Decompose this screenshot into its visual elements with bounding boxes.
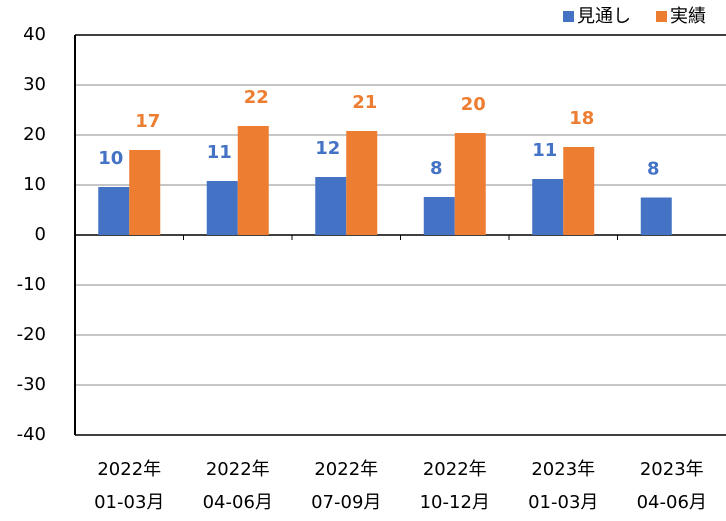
data-label: 11 xyxy=(207,142,232,163)
x-tick-label: 2023年 xyxy=(531,459,595,480)
x-tick-label: 2022年 xyxy=(97,459,161,480)
y-tick-label: -10 xyxy=(17,274,46,295)
legend-swatch xyxy=(563,11,574,22)
bar xyxy=(563,147,595,235)
data-label: 10 xyxy=(98,148,123,169)
legend-swatch xyxy=(656,11,667,22)
data-label: 11 xyxy=(532,140,557,161)
data-label: 21 xyxy=(352,92,377,113)
data-label: 8 xyxy=(430,158,443,179)
x-tick-label: 2022年 xyxy=(423,459,487,480)
x-tick-label: 2022年 xyxy=(206,459,270,480)
y-tick-label: -30 xyxy=(17,374,46,395)
y-tick-label: 10 xyxy=(23,174,46,195)
bar xyxy=(640,197,672,235)
x-tick-label: 2023年 xyxy=(640,459,704,480)
x-tick-label: 01-03月 xyxy=(528,492,598,513)
legend-label: 実績 xyxy=(670,6,706,27)
bar xyxy=(423,197,455,235)
x-tick-label: 10-12月 xyxy=(420,492,490,513)
y-tick-label: 40 xyxy=(23,24,46,45)
legend-label: 見通し xyxy=(577,6,631,27)
y-tick-label: 20 xyxy=(23,124,46,145)
bar xyxy=(98,187,130,235)
bar xyxy=(206,181,238,235)
x-tick-label: 07-09月 xyxy=(311,492,381,513)
x-tick-label: 04-06月 xyxy=(637,492,707,513)
bar xyxy=(315,177,347,235)
data-label: 20 xyxy=(461,94,486,115)
data-label: 17 xyxy=(135,111,160,132)
bar xyxy=(454,133,486,235)
x-tick-label: 2022年 xyxy=(314,459,378,480)
y-tick-label: 30 xyxy=(23,74,46,95)
bar xyxy=(129,150,161,235)
data-label: 22 xyxy=(244,87,269,108)
y-tick-label: 0 xyxy=(35,224,46,245)
y-tick-label: -40 xyxy=(17,424,46,445)
x-tick-label: 01-03月 xyxy=(94,492,164,513)
data-label: 12 xyxy=(315,138,340,159)
bar xyxy=(346,131,378,235)
x-tick-label: 04-06月 xyxy=(203,492,273,513)
y-tick-label: -20 xyxy=(17,324,46,345)
data-label: 8 xyxy=(647,159,660,180)
bar xyxy=(532,179,564,235)
bar xyxy=(237,126,269,235)
data-label: 18 xyxy=(569,108,594,129)
